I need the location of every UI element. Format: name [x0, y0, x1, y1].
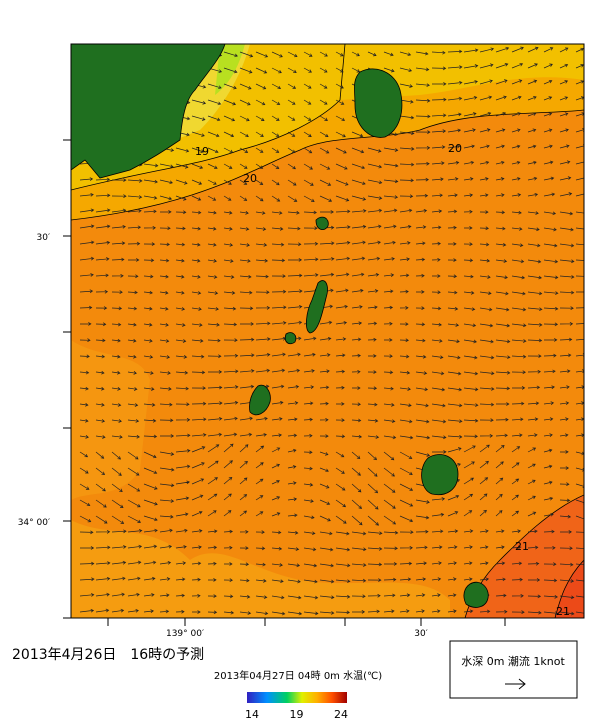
colorbar — [247, 692, 347, 703]
subtitle: 2013年04月27日 04時 0m 水温(℃) — [214, 669, 382, 682]
temp-zone — [465, 495, 584, 618]
colorbar-tick-label: 24 — [334, 708, 348, 721]
lat-label: 30′ — [37, 233, 51, 243]
lat-label: 34° 00′ — [18, 518, 50, 528]
contour-label: 21 — [515, 540, 529, 553]
temp-zone — [215, 44, 245, 95]
contour-label: 21 — [556, 605, 570, 618]
legend-box — [449, 640, 578, 699]
map-area: 19 20 20 21 21 — [71, 44, 584, 618]
island — [315, 216, 329, 231]
temp-zone — [71, 520, 450, 618]
map-frame — [70, 43, 585, 619]
land — [71, 44, 226, 179]
colorbar-ticks: 14 19 24 — [245, 708, 348, 721]
legend-text: 水深 0m 潮流 1knot — [461, 654, 565, 668]
island — [306, 280, 328, 334]
title: 2013年4月26日 16時の予測 — [12, 647, 204, 663]
lon-label: 30′ — [414, 629, 428, 639]
temp-zone — [555, 560, 584, 618]
island — [421, 454, 459, 496]
island — [354, 68, 403, 138]
contour-label: 20 — [448, 142, 462, 155]
colorbar-tick-label: 14 — [245, 708, 259, 721]
contour-label: 20 — [243, 172, 257, 185]
temp-zone — [71, 340, 150, 500]
frame-ticks — [63, 139, 506, 626]
island — [249, 384, 271, 416]
contour-line — [71, 44, 346, 191]
colorbar-tick-label: 19 — [290, 708, 304, 721]
legend-arrow — [505, 678, 526, 690]
island — [463, 581, 489, 608]
lon-label: 139° 00′ — [166, 629, 204, 639]
contour-label: 19 — [195, 145, 209, 158]
island — [284, 332, 297, 345]
